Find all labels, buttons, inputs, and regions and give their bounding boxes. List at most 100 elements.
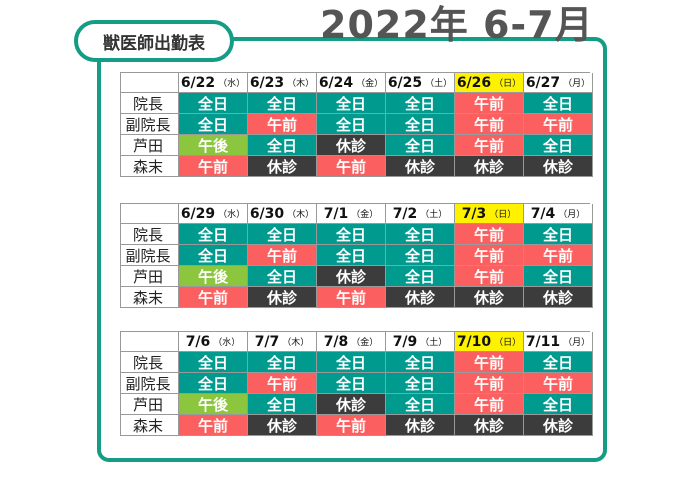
schedule-block-2: 6/29 （水） 6/30 （木） 7/1 （金） 7/2 （土） 7/3 （日） 7/4 （月） 院長… [120, 203, 593, 308]
full-day-cell: 全日 [386, 266, 455, 287]
date-header: 6/22 （水） [179, 73, 248, 93]
date-header: 6/30 （木） [248, 204, 317, 224]
weekday-label: （土） [425, 79, 453, 89]
vet-name: 芦田 [121, 266, 179, 287]
full-day-cell: 全日 [386, 373, 455, 394]
full-day-cell: 全日 [386, 93, 455, 114]
vet-name: 院長 [121, 224, 179, 245]
weekday-label: （金） [356, 79, 384, 89]
date-header: 6/27 （月） [524, 73, 593, 93]
full-day-cell: 全日 [248, 135, 317, 156]
full-day-cell: 全日 [179, 93, 248, 114]
full-day-cell: 全日 [179, 224, 248, 245]
weekday-label: （水） [218, 210, 246, 220]
morning-cell: 午前 [455, 394, 524, 415]
date-header: 7/11 （月） [524, 332, 593, 352]
weekday-label: （土） [420, 338, 448, 348]
weekday-label: （月） [563, 79, 591, 89]
weekday-label: （水） [218, 79, 246, 89]
weekday-label: （土） [420, 210, 448, 220]
table-corner [121, 332, 179, 352]
closed-cell: 休診 [317, 394, 386, 415]
closed-cell: 休診 [248, 415, 317, 436]
full-day-cell: 全日 [317, 373, 386, 394]
full-day-cell: 全日 [179, 114, 248, 135]
date-header: 7/1 （金） [317, 204, 386, 224]
weekday-label: （日） [494, 79, 522, 89]
date-label: 6/29 [180, 205, 216, 222]
schedule-tag: 獣医師出勤表 [74, 20, 234, 62]
weekday-label: （木） [287, 210, 315, 220]
vet-name: 森末 [121, 415, 179, 436]
date-header-sunday: 7/3 （日） [455, 204, 524, 224]
closed-cell: 休診 [455, 156, 524, 177]
closed-cell: 休診 [524, 287, 593, 308]
schedule-block-1: 6/22 （水） 6/23 （木） 6/24 （金） 6/25 （土） 6/26 （日） 6/27 （… [120, 72, 593, 177]
date-label: 7/4 [530, 205, 556, 222]
date-header: 7/9 （土） [386, 332, 455, 352]
afternoon-cell: 午後 [179, 266, 248, 287]
date-label: 7/7 [254, 333, 280, 350]
date-header-sunday: 7/10 （日） [455, 332, 524, 352]
date-header: 6/23 （木） [248, 73, 317, 93]
morning-cell: 午前 [248, 114, 317, 135]
date-label: 7/8 [323, 333, 349, 350]
closed-cell: 休診 [455, 287, 524, 308]
morning-cell: 午前 [524, 373, 593, 394]
morning-cell: 午前 [455, 224, 524, 245]
full-day-cell: 全日 [386, 114, 455, 135]
morning-cell: 午前 [455, 135, 524, 156]
full-day-cell: 全日 [524, 224, 593, 245]
afternoon-cell: 午後 [179, 135, 248, 156]
vet-name: 森末 [121, 287, 179, 308]
full-day-cell: 全日 [524, 394, 593, 415]
date-label: 7/2 [392, 205, 418, 222]
full-day-cell: 全日 [524, 135, 593, 156]
closed-cell: 休診 [317, 135, 386, 156]
full-day-cell: 全日 [386, 224, 455, 245]
date-label: 6/25 [387, 74, 423, 91]
date-header: 7/6 （水） [179, 332, 248, 352]
weekday-label: （日） [494, 338, 522, 348]
morning-cell: 午前 [317, 287, 386, 308]
morning-cell: 午前 [524, 245, 593, 266]
date-header: 7/8 （金） [317, 332, 386, 352]
date-label: 6/26 [456, 74, 492, 91]
date-label: 6/27 [525, 74, 561, 91]
closed-cell: 休診 [386, 287, 455, 308]
weekday-label: （水） [213, 338, 241, 348]
vet-name: 副院長 [121, 245, 179, 266]
vet-name: 芦田 [121, 394, 179, 415]
date-label: 7/1 [323, 205, 349, 222]
schedule-grid: 6/29 （水） 6/30 （木） 7/1 （金） 7/2 （土） 7/3 （日） 7/4 （月） 院長… [120, 203, 593, 308]
page-title: 2022年 6-7月 [320, 3, 594, 47]
date-header: 7/4 （月） [524, 204, 593, 224]
full-day-cell: 全日 [317, 114, 386, 135]
weekday-label: （木） [282, 338, 310, 348]
weekday-label: （金） [351, 338, 379, 348]
vet-name: 森末 [121, 156, 179, 177]
date-header: 6/25 （土） [386, 73, 455, 93]
morning-cell: 午前 [455, 352, 524, 373]
date-label: 6/30 [249, 205, 285, 222]
full-day-cell: 全日 [248, 93, 317, 114]
full-day-cell: 全日 [248, 224, 317, 245]
full-day-cell: 全日 [179, 245, 248, 266]
vet-name: 院長 [121, 93, 179, 114]
full-day-cell: 全日 [317, 352, 386, 373]
table-corner [121, 204, 179, 224]
morning-cell: 午前 [179, 287, 248, 308]
morning-cell: 午前 [455, 245, 524, 266]
morning-cell: 午前 [248, 373, 317, 394]
morning-cell: 午前 [248, 245, 317, 266]
date-header: 7/2 （土） [386, 204, 455, 224]
full-day-cell: 全日 [386, 245, 455, 266]
full-day-cell: 全日 [248, 394, 317, 415]
date-label: 7/3 [461, 205, 487, 222]
closed-cell: 休診 [386, 415, 455, 436]
date-header: 7/7 （木） [248, 332, 317, 352]
date-label: 6/22 [180, 74, 216, 91]
vet-name: 副院長 [121, 114, 179, 135]
weekday-label: （木） [287, 79, 315, 89]
morning-cell: 午前 [179, 156, 248, 177]
